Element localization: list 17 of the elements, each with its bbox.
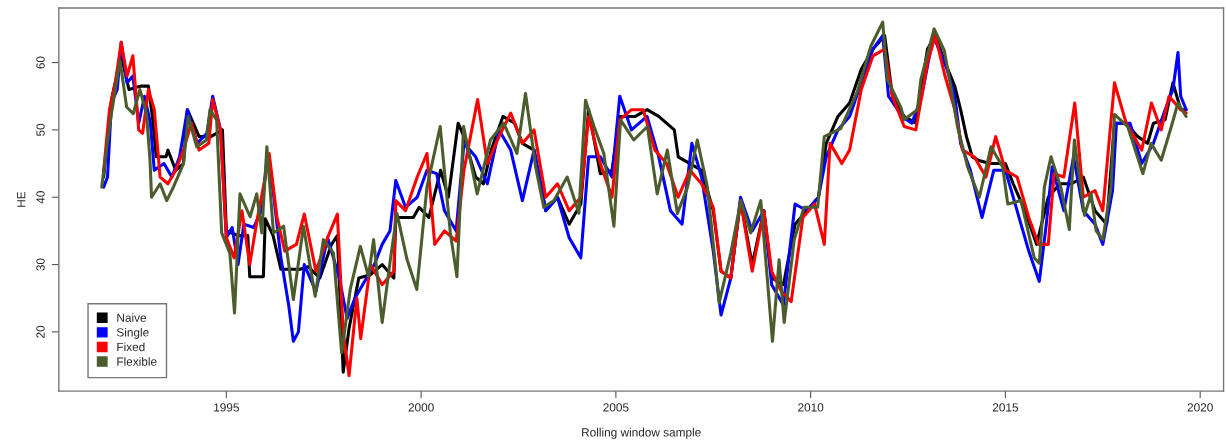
x-tick-label: 2010 [798, 403, 824, 412]
y-tick-label: 20 [36, 325, 45, 338]
legend-label: Single [116, 327, 149, 339]
y-tick-label: 50 [36, 123, 45, 136]
x-tick-label: 1995 [214, 403, 239, 412]
legend-label: Fixed [117, 342, 145, 352]
y-tick-label: 60 [36, 56, 45, 69]
x-axis-title: Rolling window sample [582, 427, 701, 439]
legend-label: Flexible [117, 357, 157, 366]
x-tick-label: 2005 [603, 403, 629, 412]
x-tick-label: 2020 [1187, 403, 1213, 412]
x-tick-label: 2015 [992, 403, 1019, 412]
x-tick-label: 2000 [408, 403, 434, 412]
y-tick-label: 30 [36, 258, 45, 271]
legend-label: Naive [117, 313, 147, 322]
y-tick-label: 40 [36, 191, 45, 204]
y-axis-title: HE [17, 191, 26, 207]
